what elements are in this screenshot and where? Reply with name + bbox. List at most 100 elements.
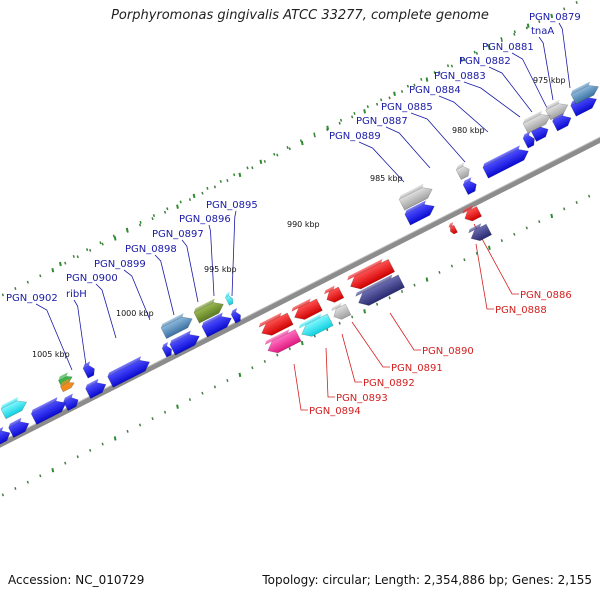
ruler-tick <box>513 232 516 236</box>
gene-label-pgn-0898: PGN_0898 <box>125 244 177 255</box>
gene-pgn-0890 <box>347 258 396 290</box>
ruler-tick <box>425 77 429 82</box>
leader-line <box>473 223 519 295</box>
scale-label: 985 kbp <box>370 174 403 183</box>
gene-pgn-0879-b <box>570 81 599 105</box>
gene-pgn-0902-a <box>63 393 79 412</box>
gene-pgn-0896 <box>201 312 232 338</box>
leader-line <box>35 303 73 371</box>
ruler-tick <box>413 283 416 287</box>
ruler-tick <box>192 193 196 199</box>
leader-line <box>123 269 151 321</box>
gene-pgn-0892-b <box>331 302 352 320</box>
gene-label-pgn-0889: PGN_0889 <box>329 131 381 142</box>
gene-pgn-0888-bevel <box>468 223 482 234</box>
ruler-tick <box>76 255 79 259</box>
gene-label-pgn-0891: PGN_0891 <box>391 363 443 374</box>
ruler-tick <box>375 102 379 106</box>
ruler-tick <box>59 261 62 267</box>
ruler-tick <box>163 410 167 414</box>
gene-pgn-0892 <box>324 285 345 303</box>
ruler-tick <box>259 159 263 165</box>
gene-pgn-0902-bevel <box>31 397 58 414</box>
genome-backbone <box>0 137 600 448</box>
gene-label-pgn-0892: PGN_0892 <box>363 378 415 389</box>
ruler-tick <box>300 140 304 146</box>
ruler-tick <box>313 132 316 136</box>
gene-fwd-left-2-bevel <box>0 426 4 437</box>
gene-pgn-0884-bevel <box>482 145 520 168</box>
ruler-tick <box>14 487 17 491</box>
gene-pgn-0888 <box>468 223 493 242</box>
gene-pgn-0896-b-bevel <box>193 298 215 313</box>
ruler-tick <box>463 58 466 62</box>
ruler-tick <box>487 45 491 50</box>
ruler-tick <box>138 423 142 427</box>
ruler-tick <box>179 200 182 204</box>
ruler-tick <box>26 280 29 284</box>
ruler-tick <box>219 180 222 184</box>
gene-pgn-0889-b-bevel <box>399 183 424 200</box>
ruler-tick <box>206 186 209 190</box>
ruler-tick <box>487 245 491 250</box>
gene-pgn-0892-shape <box>326 286 345 303</box>
ruler-tick <box>39 474 42 478</box>
gene-pgn-0889-bevel <box>404 200 426 215</box>
gene-label-tnaa: tnaA <box>531 26 554 37</box>
gene-pgn-0885 <box>462 177 477 196</box>
gene-pgn-0894-b-shape <box>267 329 302 354</box>
gene-pgn-0882-bevel <box>523 131 531 139</box>
gene-pgn-0893-b-bevel <box>298 313 322 329</box>
gene-pgn-0894 <box>258 312 294 336</box>
gene-pgn-0900-b-bevel <box>83 361 91 369</box>
gene-pgn-0902 <box>30 397 67 425</box>
ruler-tick <box>473 50 476 54</box>
ruler-tick <box>550 13 554 19</box>
gene-pgn-0899 <box>161 341 172 358</box>
ruler-tick <box>39 274 42 278</box>
ruler-tick <box>112 234 115 238</box>
ruler-tick <box>425 277 429 282</box>
ruler-tick <box>14 287 17 291</box>
gene-pgn-0882 <box>522 131 535 149</box>
gene-pgn-0900-b-shape <box>82 365 95 379</box>
ruler-tick <box>101 242 104 246</box>
gene-label-pgn-0888: PGN_0888 <box>495 305 547 316</box>
gene-fwd-left-2 <box>0 426 11 447</box>
gene-pgn-0884 <box>482 145 529 179</box>
ruler-tick <box>400 290 404 293</box>
ruler-tick <box>188 198 192 202</box>
ruler-tick <box>226 179 229 182</box>
gene-pgn-0895-b-bevel <box>225 291 231 298</box>
gene-features <box>0 81 599 447</box>
ruler-tick <box>113 236 117 241</box>
ruler-tick <box>406 84 410 88</box>
ruler-tick <box>288 347 291 351</box>
gene-pgn-0881-b-bevel <box>545 99 560 111</box>
gene-label-pgn-0902: PGN_0902 <box>6 293 58 304</box>
gene-pgn-0895-b-shape <box>224 295 234 306</box>
gene-pgn-0892-b-bevel <box>331 302 342 312</box>
ruler-tick <box>420 77 423 81</box>
ruler-ticks <box>1 1 591 497</box>
ruler-tick <box>188 398 192 402</box>
ruler-tick <box>563 7 566 11</box>
ruler-tick <box>238 172 242 178</box>
ruler-tick <box>201 191 204 195</box>
gene-fwd-left-cyan-shape <box>0 400 28 420</box>
gene-pgn-0894-bevel <box>258 312 282 328</box>
ruler-tick <box>89 448 92 452</box>
gene-label-pgn-0882: PGN_0882 <box>459 56 511 67</box>
scale-labels: 975 kbp 980 kbp 985 kbp 990 kbp 995 kbp 1000 … <box>32 76 566 359</box>
leader-line <box>358 141 405 183</box>
gene-pgn-0883-bevel <box>523 110 543 124</box>
scale-label: 995 kbp <box>204 265 237 274</box>
ruler-tick <box>351 115 354 119</box>
ruler-tick <box>313 334 316 338</box>
ruler-tick <box>475 251 479 255</box>
ruler-tick <box>388 296 391 300</box>
ruler-tick <box>238 372 242 378</box>
gene-ribh-orange-shape <box>59 382 75 393</box>
gene-label-pgn-0881: PGN_0881 <box>482 42 534 53</box>
